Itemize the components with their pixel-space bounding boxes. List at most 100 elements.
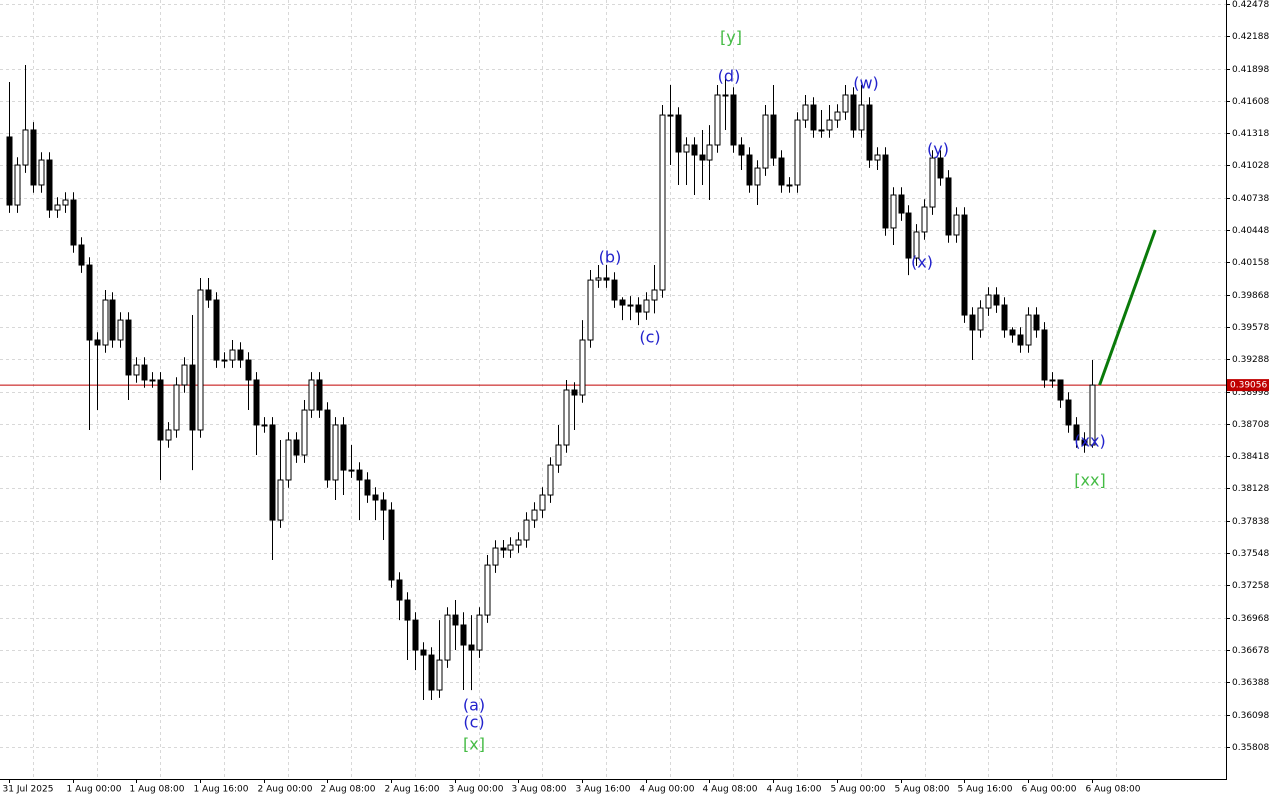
candle-body [213, 299, 220, 361]
y-tick-label: 0.41608 [1232, 97, 1269, 107]
x-tick-label: 1 Aug 16:00 [194, 785, 249, 795]
candle-body [858, 104, 865, 131]
y-tick-label: 0.37838 [1232, 517, 1269, 527]
candle-body [611, 279, 618, 301]
candle-body [30, 129, 37, 186]
candle-body [452, 614, 459, 626]
candle-body [70, 199, 77, 246]
candle-body [905, 212, 912, 259]
candle-body [500, 547, 507, 551]
candle-body [205, 289, 212, 301]
candle-body [38, 159, 45, 186]
candle-body [579, 339, 586, 396]
wave-label: (a) [463, 696, 485, 715]
candle-body [659, 114, 666, 291]
candle-body [62, 199, 69, 206]
x-tick-label: 4 Aug 16:00 [767, 785, 822, 795]
y-tick-label: 0.37548 [1232, 549, 1269, 559]
candle-body [555, 444, 562, 466]
candle-body [643, 299, 650, 313]
current-price-label: 0.39056 [1230, 381, 1267, 391]
candle-body [1001, 304, 1008, 331]
candle-body [635, 304, 642, 313]
candle-body [683, 144, 690, 153]
candle-body [667, 114, 674, 117]
candle-body [714, 94, 721, 146]
x-tick-label: 3 Aug 00:00 [449, 785, 504, 795]
candle-body [157, 379, 164, 441]
x-tick-label: 1 Aug 00:00 [67, 785, 122, 795]
candle-body [531, 509, 538, 521]
candle-body [340, 424, 347, 471]
candle-body [977, 307, 984, 331]
candle-body [1009, 329, 1016, 336]
x-tick-label: 5 Aug 00:00 [831, 785, 886, 795]
candle-body [492, 547, 499, 566]
candle-body [149, 379, 156, 382]
candle-body [46, 159, 53, 211]
y-tick-label: 0.42188 [1232, 32, 1269, 42]
x-tick-label: 1 Aug 08:00 [130, 785, 185, 795]
y-tick-label: 0.40738 [1232, 194, 1269, 204]
candle-body [603, 277, 610, 281]
candle-body [937, 157, 944, 179]
x-tick-label: 6 Aug 08:00 [1086, 785, 1141, 795]
candle-body [269, 424, 276, 521]
y-tick-label: 0.35808 [1232, 743, 1269, 753]
candle-body [890, 194, 897, 229]
candle-body [523, 519, 530, 541]
wave-label: (y) [927, 140, 949, 159]
candle-body [86, 264, 93, 341]
candle-body [730, 94, 737, 146]
candle-body [802, 104, 809, 121]
y-tick-label: 0.36968 [1232, 614, 1269, 624]
candle-body [181, 364, 188, 386]
wave-label: [y] [720, 28, 742, 47]
candle-body [1057, 379, 1064, 401]
candle-body [921, 206, 928, 233]
candle-body [22, 129, 29, 166]
candle-body [762, 114, 769, 169]
candle-body [308, 379, 315, 411]
candle-body [1073, 424, 1080, 441]
candle-body [1049, 379, 1056, 382]
candle-body [778, 157, 785, 186]
wave-label: [x] [463, 735, 485, 754]
candle-body [229, 349, 236, 361]
candle-body [786, 184, 793, 187]
x-tick-label: 31 Jul 2025 [3, 785, 54, 795]
wave-label: (c) [463, 713, 484, 732]
candle-body [316, 379, 323, 411]
wave-label: (c) [639, 328, 660, 347]
candle-body [261, 424, 268, 427]
candle-body [874, 154, 881, 161]
candle-body [388, 509, 395, 581]
candle-body [754, 167, 761, 186]
candle-body [619, 299, 626, 306]
candle-body [396, 579, 403, 601]
candle-body [675, 114, 682, 153]
candle-body [380, 499, 387, 511]
wave-label: (x) [911, 253, 933, 272]
candle-body [189, 364, 196, 431]
candle-body [78, 244, 85, 266]
y-tick-label: 0.41318 [1232, 129, 1269, 139]
candle-body [221, 359, 228, 362]
candle-body [173, 384, 180, 431]
wave-label: (xx) [1074, 432, 1105, 451]
y-tick-label: 0.39288 [1232, 355, 1269, 365]
candle-body [507, 544, 514, 551]
candle-body [898, 194, 905, 214]
candle-body [1017, 334, 1024, 346]
candle-body [1025, 314, 1032, 346]
x-tick-label: 2 Aug 08:00 [321, 785, 376, 795]
candle-body [993, 294, 1000, 306]
candle-body [834, 111, 841, 121]
x-tick-label: 5 Aug 08:00 [895, 785, 950, 795]
candle-body [627, 304, 634, 307]
x-tick-label: 3 Aug 16:00 [576, 785, 631, 795]
y-tick-label: 0.42478 [1232, 0, 1269, 10]
candle-body [826, 119, 833, 131]
candle-body [818, 129, 825, 132]
candle-body [953, 214, 960, 236]
